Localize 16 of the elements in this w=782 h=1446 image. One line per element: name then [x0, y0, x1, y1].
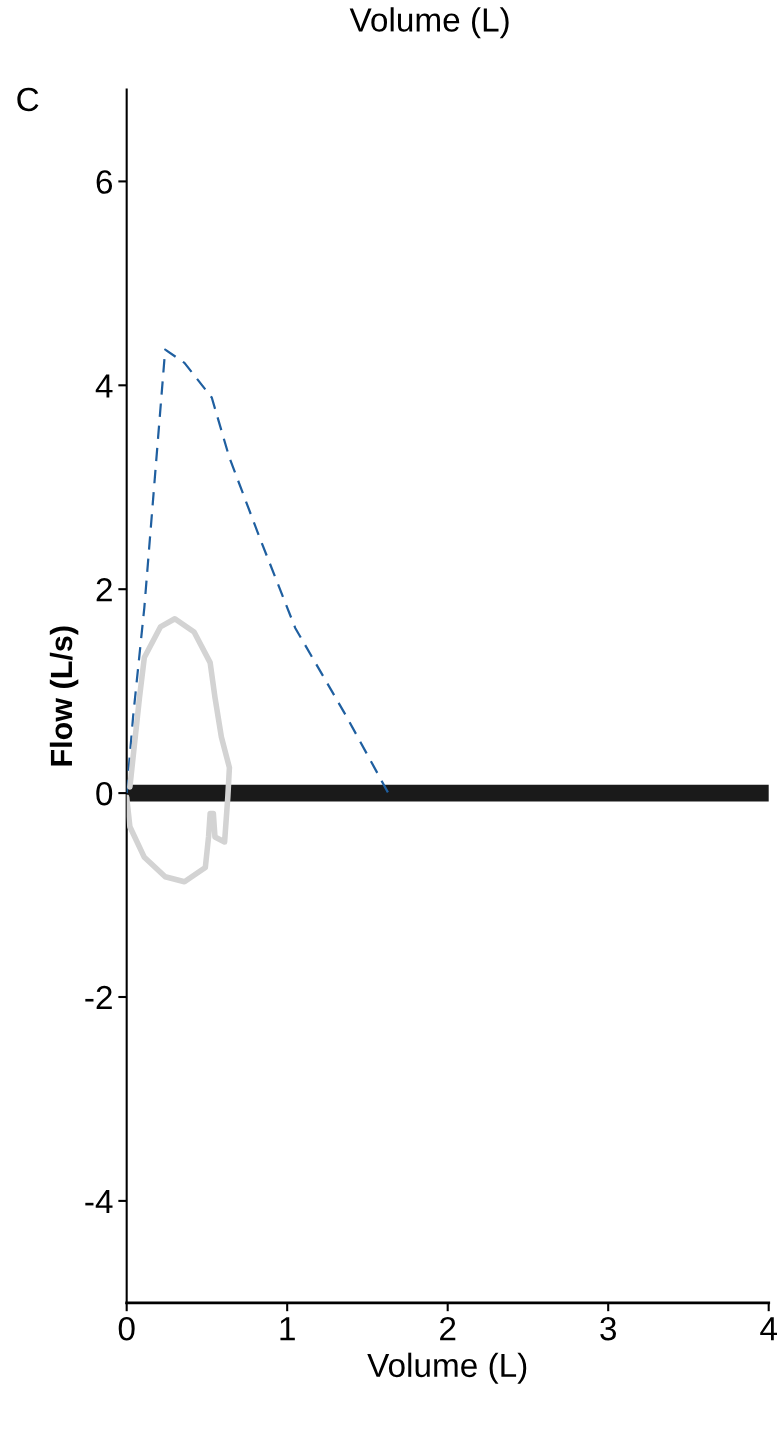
- text: C: [17, 87, 39, 112]
- text: Volume (L): [349, 7, 509, 39]
- y-tick-label: 2: [96, 578, 112, 602]
- y-axis-title: Flow (L/s): [49, 626, 79, 766]
- line-series: [126, 348, 390, 795]
- y-tick-label: 4: [95, 374, 113, 398]
- x-tick-label: 1: [280, 1317, 295, 1341]
- x-tick-label: 0: [118, 1316, 135, 1341]
- x-tick-label: 3: [600, 1316, 617, 1341]
- x-axis-title: Volume (L): [367, 1352, 527, 1384]
- y-tick-label: 6: [96, 170, 113, 194]
- y-tick-label: -4: [85, 1190, 113, 1213]
- y-tick-label: 0: [96, 781, 113, 806]
- x-tick-label: 4: [760, 1317, 777, 1341]
- x-tick-label: 2: [440, 1316, 456, 1341]
- y-tick-label: -2: [85, 985, 112, 1010]
